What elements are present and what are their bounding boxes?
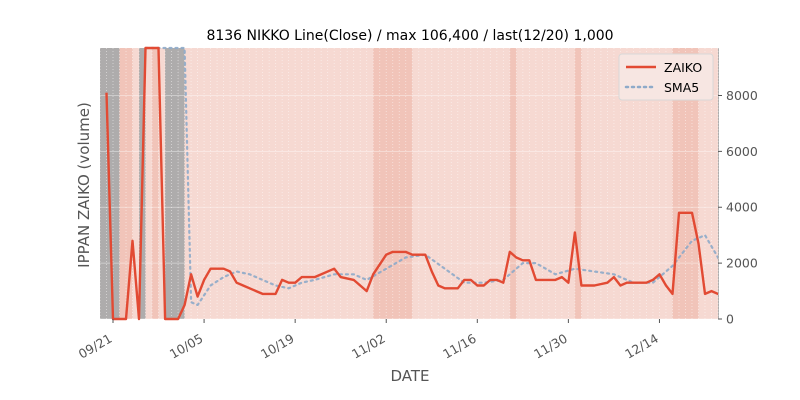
y-tick-label: 4000 xyxy=(726,200,758,215)
grid-lines xyxy=(99,48,719,320)
legend-box xyxy=(618,53,714,101)
highlight-band xyxy=(152,48,159,319)
highlight-band xyxy=(718,48,719,319)
highlight-band xyxy=(100,48,107,319)
highlight-band xyxy=(574,48,582,319)
series-lines xyxy=(105,46,718,321)
zaiko-line xyxy=(105,46,718,321)
y-axis-ticks: 0 2000 4000 6000 8000 xyxy=(718,88,758,327)
highlight-band xyxy=(509,48,517,319)
chart-title: 8136 NIKKO Line(Close) / max 106,400 / l… xyxy=(206,28,613,44)
highlight-band xyxy=(178,48,185,319)
y-tick-label: 6000 xyxy=(726,144,758,159)
y-axis-label: IPPAN ZAIKO (volume) xyxy=(75,102,93,268)
legend-zaiko-label: ZAIKO xyxy=(664,60,702,75)
y-tick-label: 2000 xyxy=(726,256,758,271)
y-tick-label: 0 xyxy=(726,312,734,327)
sma5-line xyxy=(144,46,718,307)
legend-sma5-label: SMA5 xyxy=(664,80,699,95)
y-tick-label: 8000 xyxy=(726,88,758,103)
x-axis-label: DATE xyxy=(390,367,429,385)
legend: ZAIKO SMA5 xyxy=(618,53,714,101)
